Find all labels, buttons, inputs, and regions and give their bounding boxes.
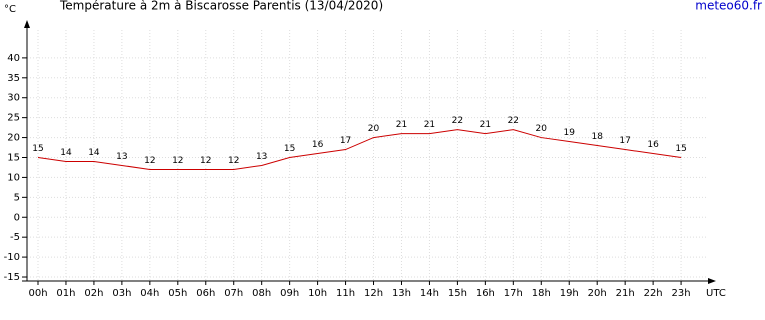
x-tick-label: 18h — [532, 288, 551, 299]
value-label: 20 — [536, 124, 548, 134]
value-label: 16 — [647, 140, 659, 150]
y-tick-label: -10 — [4, 252, 20, 263]
x-tick-label: 03h — [112, 288, 131, 299]
value-label: 15 — [32, 144, 43, 154]
y-tick-label: 0 — [14, 212, 20, 223]
x-tick-label: 11h — [336, 288, 355, 299]
source-link[interactable]: meteo60.fr — [695, 0, 762, 13]
value-label: 20 — [368, 124, 380, 134]
value-label: 12 — [200, 156, 211, 166]
x-tick-label: 22h — [644, 288, 663, 299]
value-label: 22 — [508, 116, 519, 126]
value-label: 19 — [564, 128, 576, 138]
x-tick-label: 08h — [252, 288, 271, 299]
x-tick-label: 16h — [476, 288, 495, 299]
y-tick-label: 15 — [7, 152, 20, 163]
x-tick-label: 09h — [280, 288, 299, 299]
y-tick-label: 5 — [14, 192, 20, 203]
x-tick-label: 02h — [84, 288, 103, 299]
value-label: 21 — [424, 120, 435, 130]
y-tick-label: 10 — [7, 172, 20, 183]
value-label: 22 — [452, 116, 463, 126]
value-label: 16 — [312, 140, 324, 150]
y-unit: °C — [4, 4, 16, 15]
x-arrow — [708, 278, 716, 284]
x-tick-label: 19h — [560, 288, 579, 299]
x-tick-label: 20h — [588, 288, 607, 299]
x-axis-label: UTC — [706, 288, 726, 299]
value-label: 12 — [172, 156, 183, 166]
y-tick-label: -5 — [10, 232, 20, 243]
value-label: 15 — [675, 144, 686, 154]
x-tick-label: 14h — [420, 288, 439, 299]
value-label: 18 — [591, 132, 603, 142]
value-label: 17 — [340, 136, 351, 146]
value-label: 21 — [396, 120, 407, 130]
value-label: 12 — [228, 156, 239, 166]
x-tick-label: 15h — [448, 288, 467, 299]
x-tick-label: 04h — [140, 288, 159, 299]
x-tick-label: 23h — [672, 288, 691, 299]
x-tick-label: 06h — [196, 288, 215, 299]
x-tick-label: 21h — [616, 288, 635, 299]
y-tick-label: 30 — [7, 93, 20, 104]
y-tick-label: 35 — [7, 73, 20, 84]
grid — [27, 30, 706, 281]
y-tick-label: -15 — [4, 272, 20, 283]
value-label: 14 — [88, 148, 100, 158]
x-tick-label: 17h — [504, 288, 523, 299]
value-label: 14 — [60, 148, 72, 158]
x-tick-label: 10h — [308, 288, 327, 299]
x-tick-label: 00h — [28, 288, 47, 299]
value-label: 12 — [144, 156, 155, 166]
x-tick-label: 05h — [168, 288, 187, 299]
x-tick-label: 07h — [224, 288, 243, 299]
x-tick-label: 13h — [392, 288, 411, 299]
value-label: 13 — [116, 152, 127, 162]
value-label: 17 — [619, 136, 630, 146]
value-label: 21 — [480, 120, 491, 130]
y-tick-label: 20 — [7, 133, 20, 144]
x-tick-label: 01h — [56, 288, 75, 299]
value-label: 13 — [256, 152, 267, 162]
x-tick-label: 12h — [364, 288, 383, 299]
y-arrow — [24, 20, 30, 28]
chart-title: Température à 2m à Biscarosse Parentis (… — [59, 0, 383, 13]
temperature-line — [37, 129, 682, 170]
value-label: 15 — [284, 144, 295, 154]
y-tick-label: 25 — [7, 113, 20, 124]
y-tick-label: 40 — [7, 53, 20, 64]
